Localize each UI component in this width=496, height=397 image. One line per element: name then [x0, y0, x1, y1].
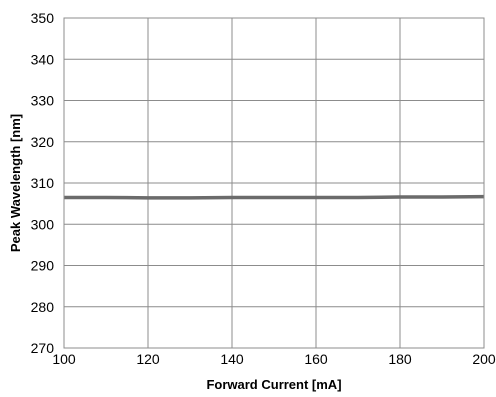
x-tick-label-100: 100: [52, 351, 76, 367]
y-tick-label-340: 340: [31, 51, 55, 67]
x-tick-label-200: 200: [472, 351, 496, 367]
y-tick-label-310: 310: [31, 175, 55, 191]
plot-frame: [63, 17, 485, 349]
x-tick-label-120: 120: [136, 351, 160, 367]
y-tick-label-330: 330: [31, 93, 55, 109]
y-tick-label-300: 300: [31, 216, 55, 232]
y-tick-label-320: 320: [31, 134, 55, 150]
x-tick-label-140: 140: [220, 351, 244, 367]
grid-lines: [64, 18, 484, 348]
x-tick-label-160: 160: [304, 351, 328, 367]
y-tick-label-280: 280: [31, 299, 55, 315]
x-tick-labels: 100 120 140 160 180 200: [52, 351, 496, 367]
x-axis-title: Forward Current [mA]: [206, 377, 341, 392]
y-tick-label-350: 350: [31, 10, 55, 26]
x-tick-label-180: 180: [388, 351, 412, 367]
y-tick-label-270: 270: [31, 340, 55, 356]
series-line-0: [64, 194, 485, 200]
y-tick-label-290: 290: [31, 258, 55, 274]
series-layer: [64, 194, 485, 200]
y-axis-title: Peak Wavelength [nm]: [8, 114, 23, 252]
y-tick-labels: 270 280 290 300 310 320 330 340 350: [31, 10, 55, 356]
